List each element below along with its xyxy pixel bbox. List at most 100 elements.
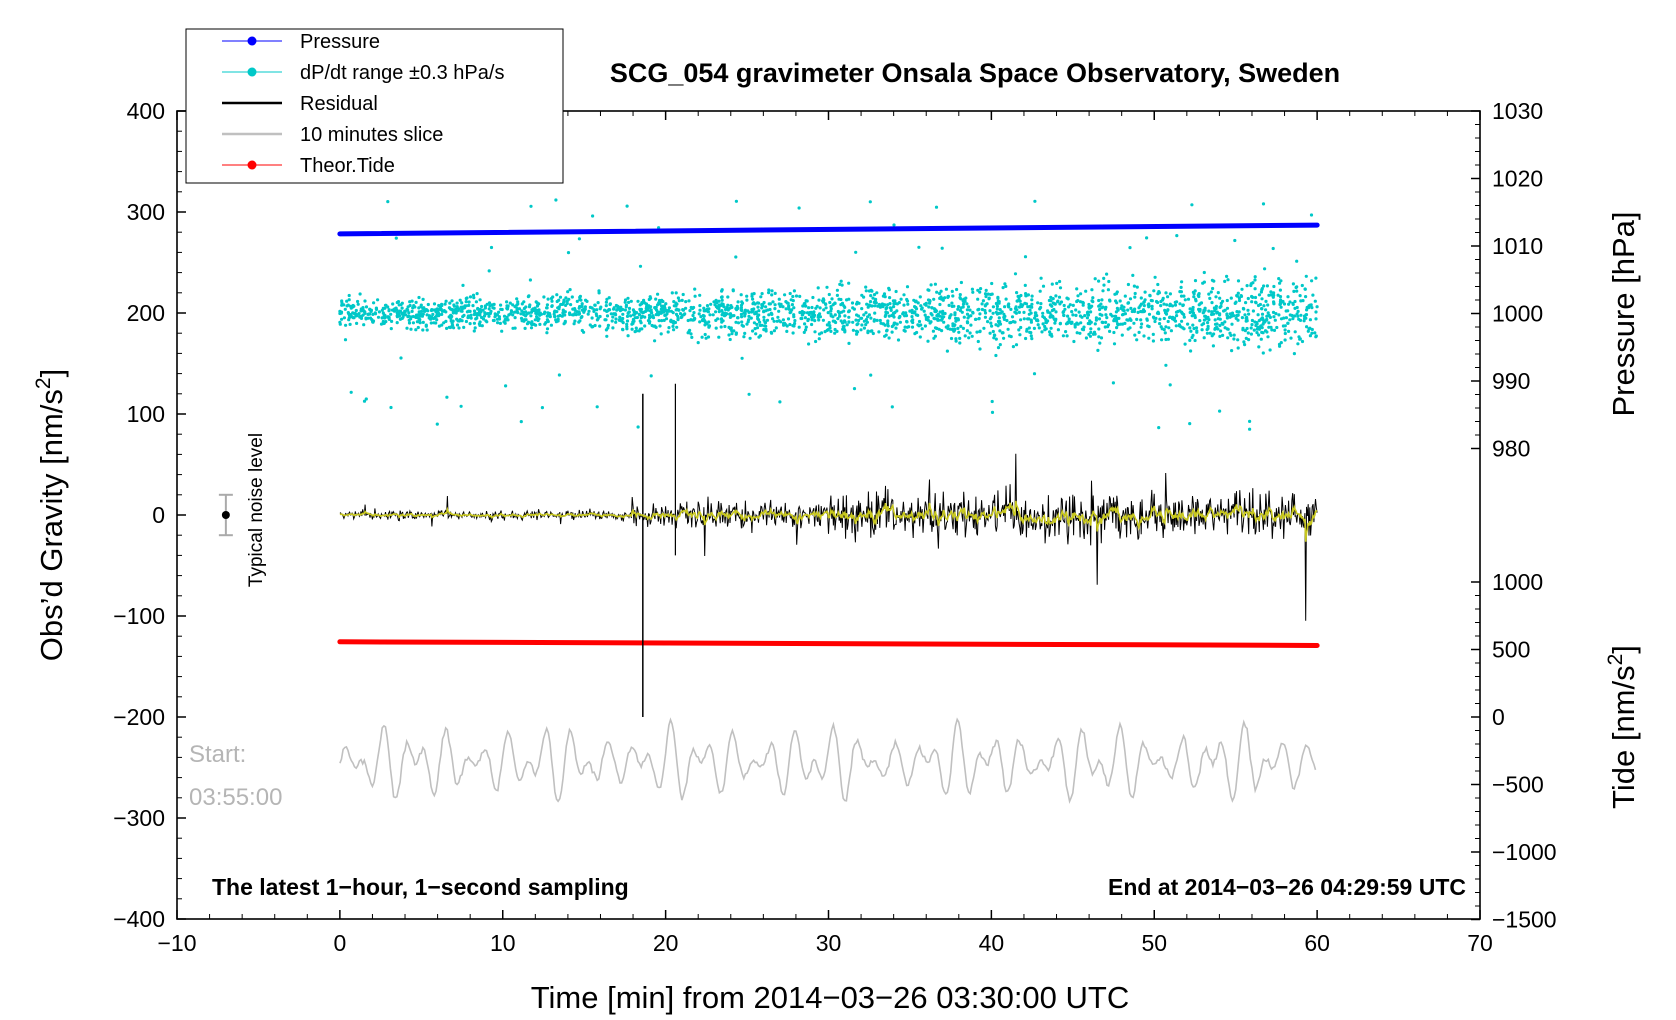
dpdt-point	[627, 306, 632, 310]
dpdt-point	[524, 305, 528, 309]
dpdt-point	[767, 291, 771, 295]
dpdt-point	[468, 322, 472, 326]
dpdt-point	[976, 339, 980, 344]
dpdt-point	[528, 278, 533, 282]
dpdt-point	[625, 325, 629, 329]
dpdt-point	[1288, 313, 1292, 317]
dpdt-point	[873, 311, 877, 315]
dpdt-point	[667, 306, 672, 310]
dpdt-point	[1293, 330, 1297, 334]
dpdt-point	[764, 305, 768, 309]
dpdt-point	[358, 315, 362, 319]
dpdt-point	[1277, 277, 1281, 281]
dpdt-point	[1114, 299, 1118, 303]
dpdt-point	[988, 331, 992, 335]
dpdt-point	[621, 328, 625, 332]
dpdt-point	[1106, 288, 1110, 292]
dpdt-point	[1103, 325, 1107, 329]
dpdt-point	[545, 318, 550, 322]
dpdt-point	[1030, 302, 1034, 306]
dpdt-point	[1075, 321, 1079, 325]
dpdt-point	[1162, 316, 1166, 321]
dpdt-point	[1211, 312, 1216, 316]
dpdt-point	[986, 292, 990, 296]
dpdt-point	[1276, 293, 1280, 297]
dpdt-point	[1193, 279, 1198, 283]
dpdt-point	[1216, 327, 1220, 331]
dpdt-point	[697, 312, 701, 316]
dpdt-point	[1208, 296, 1212, 300]
x-tick-label: 0	[333, 930, 346, 956]
dpdt-point	[751, 297, 755, 301]
dpdt-point	[850, 301, 855, 305]
dpdt-point	[1038, 307, 1042, 311]
dpdt-point	[452, 303, 456, 307]
dpdt-point	[956, 307, 960, 311]
dpdt-point	[368, 316, 373, 320]
dpdt-point	[1271, 295, 1275, 299]
dpdt-point	[649, 374, 653, 378]
dpdt-point	[720, 313, 724, 317]
dpdt-point	[497, 310, 501, 314]
dpdt-point	[770, 312, 774, 316]
dpdt-point	[1104, 313, 1108, 317]
tide-tick-label: −500	[1492, 772, 1544, 798]
dpdt-point	[1115, 319, 1119, 323]
dpdt-point	[984, 294, 988, 299]
dpdt-point	[927, 301, 932, 305]
dpdt-point	[565, 299, 569, 303]
dpdt-point	[529, 310, 534, 314]
dpdt-point	[510, 310, 514, 314]
dpdt-point	[991, 311, 995, 315]
dpdt-point	[830, 297, 834, 301]
dpdt-point	[1272, 284, 1276, 289]
dpdt-point	[924, 316, 928, 320]
pressure-series	[337, 222, 1320, 237]
dpdt-point	[351, 316, 355, 320]
dpdt-point	[1235, 294, 1239, 298]
dpdt-point	[691, 313, 695, 318]
dpdt-point	[664, 309, 668, 313]
dpdt-point	[429, 317, 433, 321]
dpdt-point	[887, 314, 891, 318]
dpdt-point	[1164, 337, 1168, 342]
dpdt-point	[831, 315, 835, 319]
dpdt-point	[630, 322, 634, 326]
dpdt-point	[1018, 333, 1022, 337]
dpdt-point	[460, 301, 464, 305]
dpdt-point	[1191, 308, 1195, 312]
dpdt-point	[817, 298, 821, 302]
dpdt-point	[429, 321, 433, 325]
dpdt-point	[468, 295, 473, 299]
dpdt-point	[513, 305, 517, 309]
dpdt-point	[1067, 319, 1071, 324]
dpdt-point	[1221, 322, 1225, 326]
dpdt-point	[1105, 316, 1109, 320]
dpdt-point	[842, 309, 846, 313]
dpdt-point	[617, 318, 622, 322]
dpdt-point	[1062, 309, 1066, 314]
dpdt-point	[1174, 324, 1178, 328]
dpdt-point	[1065, 296, 1069, 300]
dpdt-point	[596, 316, 600, 320]
dpdt-point	[1039, 276, 1043, 280]
dpdt-point	[472, 321, 476, 325]
dpdt-point	[1272, 301, 1276, 305]
dpdt-point	[700, 335, 704, 339]
dpdt-point	[805, 311, 810, 315]
dpdt-point	[835, 293, 840, 297]
dpdt-point	[725, 312, 729, 316]
dpdt-point	[728, 337, 732, 342]
dpdt-point	[368, 312, 372, 316]
dpdt-point	[797, 325, 801, 329]
dpdt-point	[939, 289, 943, 293]
dpdt-point	[586, 312, 590, 316]
dpdt-point	[1133, 295, 1137, 299]
dpdt-point	[640, 301, 644, 305]
dpdt-point	[519, 312, 523, 316]
dpdt-point	[480, 324, 484, 328]
dpdt-point	[1118, 299, 1122, 303]
dpdt-point	[1211, 344, 1215, 348]
dpdt-point	[860, 307, 864, 311]
dpdt-point	[845, 323, 849, 327]
